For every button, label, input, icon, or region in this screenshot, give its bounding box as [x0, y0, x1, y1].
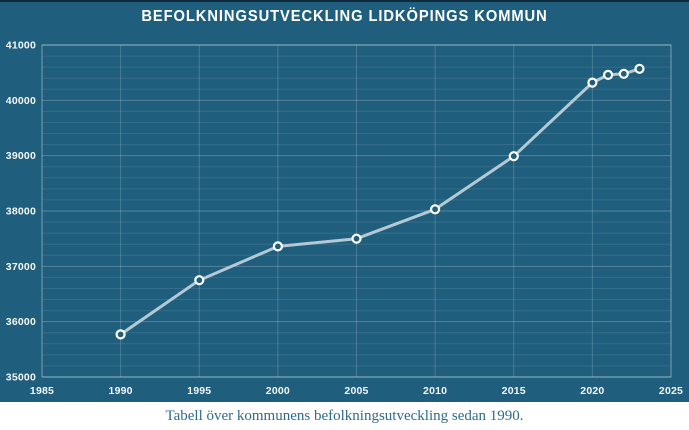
data-point-marker — [634, 63, 645, 74]
x-axis-tick-label: 2005 — [344, 385, 368, 397]
x-axis-tick-label: 2010 — [423, 385, 447, 397]
chart-caption: Tabell över kommunens befolkningsutveckl… — [165, 408, 524, 424]
data-point-marker — [508, 151, 519, 162]
data-point-marker — [272, 241, 283, 252]
y-axis-tick-label: 40000 — [6, 95, 36, 107]
data-point-marker — [194, 275, 205, 286]
y-axis-tick-label: 39000 — [6, 150, 36, 162]
data-point-marker — [618, 68, 629, 79]
data-point-marker — [351, 233, 362, 244]
x-axis-tick-label: 1995 — [187, 385, 211, 397]
y-axis-tick-label: 41000 — [6, 40, 36, 52]
chart-title: BEFOLKNINGSUTVECKLING LIDKÖPINGS KOMMUN — [141, 8, 548, 25]
data-point-marker — [115, 329, 126, 340]
y-axis-tick-label: 38000 — [6, 206, 36, 218]
top-border-strip — [0, 0, 689, 2]
data-point-marker — [587, 77, 598, 88]
caption-area: Tabell över kommunens befolkningsutveckl… — [0, 402, 689, 430]
x-axis-tick-label: 2020 — [580, 385, 604, 397]
y-axis-tick-label: 35000 — [6, 372, 36, 384]
population-line-series — [119, 67, 641, 336]
line-chart-canvas: 35000 36000 37000 38000 39000 40000 41000 1985 1… — [6, 40, 683, 398]
data-point-marker — [602, 69, 614, 81]
x-axis-tick-label: 1985 — [30, 385, 54, 397]
x-axis-tick-label: 2000 — [266, 385, 290, 397]
x-axis-tick-label: 2015 — [502, 385, 526, 397]
plot-border — [41, 44, 672, 378]
y-axis-tick-label: 37000 — [6, 261, 36, 273]
x-axis-tick-label: 1990 — [109, 385, 133, 397]
data-point-marker — [430, 204, 441, 215]
y-axis-tick-label: 36000 — [6, 316, 36, 328]
x-axis-tick-label: 2025 — [659, 385, 683, 397]
chart-panel: 35000 36000 37000 38000 39000 40000 41000 1985 1… — [0, 2, 689, 402]
